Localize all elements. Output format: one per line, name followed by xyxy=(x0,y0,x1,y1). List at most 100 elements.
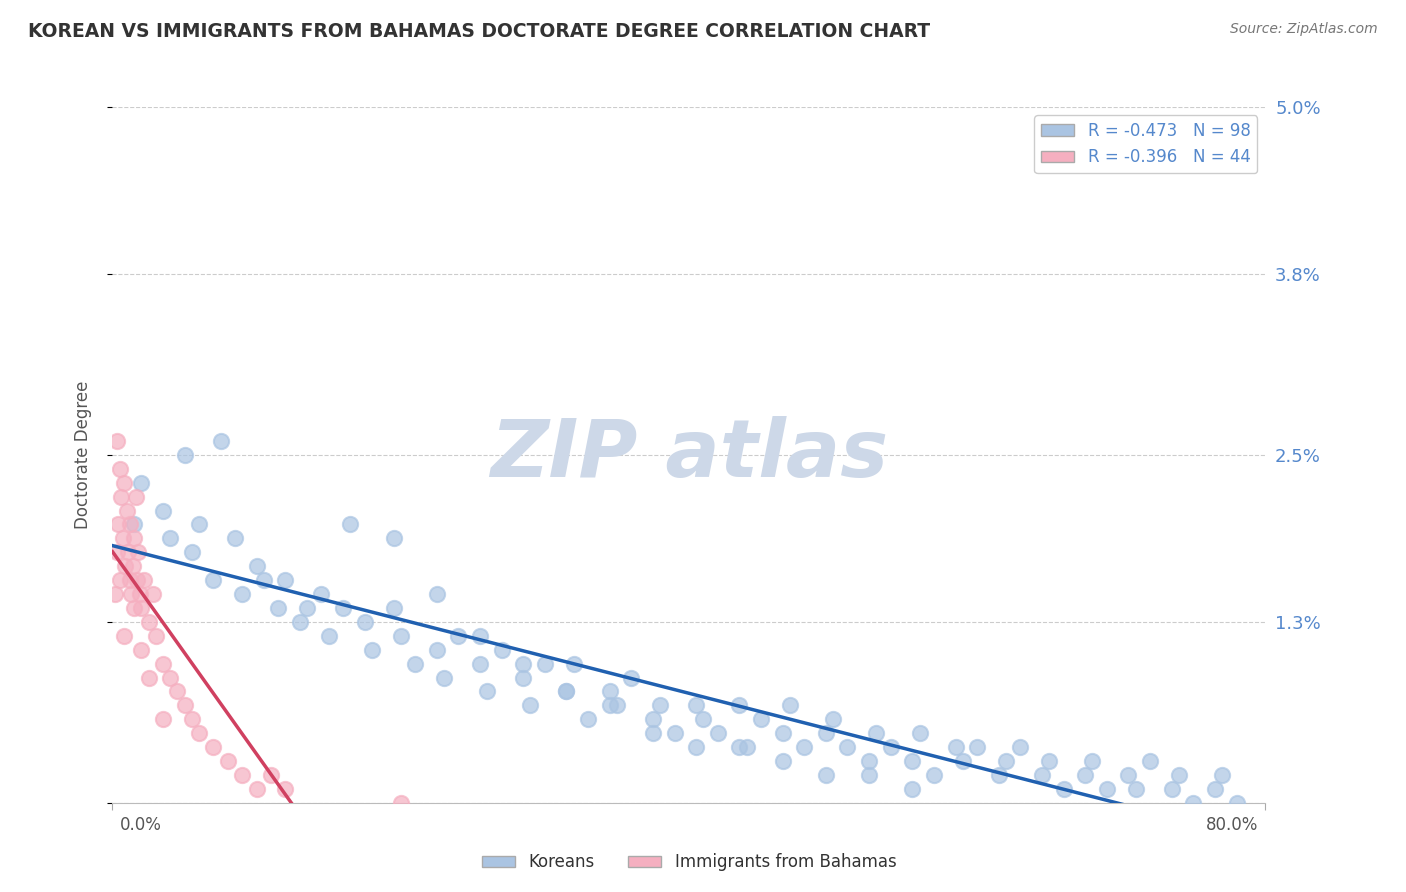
Point xyxy=(128,587,150,601)
Point xyxy=(122,601,145,615)
Point xyxy=(127,545,149,559)
Point xyxy=(138,615,160,629)
Point xyxy=(231,768,253,782)
Point xyxy=(793,740,815,755)
Point xyxy=(122,517,145,532)
Point xyxy=(821,712,844,726)
Point xyxy=(576,712,599,726)
Point xyxy=(202,573,225,587)
Point xyxy=(118,517,141,532)
Point xyxy=(555,684,578,698)
Point xyxy=(188,726,211,740)
Point xyxy=(908,726,931,740)
Point xyxy=(901,781,924,796)
Point xyxy=(108,462,131,476)
Point xyxy=(389,629,412,643)
Point xyxy=(447,629,470,643)
Y-axis label: Doctorate Degree: Doctorate Degree xyxy=(73,381,91,529)
Point xyxy=(107,517,129,532)
Point xyxy=(426,642,449,657)
Legend: Koreans, Immigrants from Bahamas: Koreans, Immigrants from Bahamas xyxy=(475,847,903,878)
Point xyxy=(152,503,174,517)
Point xyxy=(966,740,988,755)
Point xyxy=(180,712,202,726)
Point xyxy=(562,657,585,671)
Point xyxy=(426,587,449,601)
Point xyxy=(124,490,146,504)
Point xyxy=(901,754,924,768)
Point xyxy=(274,573,297,587)
Point xyxy=(112,629,135,643)
Point xyxy=(664,726,686,740)
Point xyxy=(152,712,174,726)
Point xyxy=(865,726,887,740)
Point xyxy=(188,517,211,532)
Point xyxy=(138,671,160,685)
Text: 80.0%: 80.0% xyxy=(1206,816,1258,834)
Point xyxy=(318,629,340,643)
Point xyxy=(735,740,758,755)
Point xyxy=(159,532,181,546)
Point xyxy=(837,740,859,755)
Text: KOREAN VS IMMIGRANTS FROM BAHAMAS DOCTORATE DEGREE CORRELATION CHART: KOREAN VS IMMIGRANTS FROM BAHAMAS DOCTOR… xyxy=(28,22,931,41)
Point xyxy=(311,587,333,601)
Point xyxy=(1095,781,1118,796)
Point xyxy=(353,615,375,629)
Point xyxy=(952,754,974,768)
Point xyxy=(129,475,153,490)
Point xyxy=(599,684,621,698)
Point xyxy=(772,726,794,740)
Point xyxy=(1226,796,1249,810)
Point xyxy=(491,642,513,657)
Point xyxy=(641,726,664,740)
Point xyxy=(145,629,167,643)
Point xyxy=(1211,768,1233,782)
Point xyxy=(134,573,156,587)
Point xyxy=(121,559,143,574)
Point xyxy=(606,698,628,713)
Point xyxy=(104,587,127,601)
Point xyxy=(814,726,837,740)
Point xyxy=(685,698,707,713)
Point xyxy=(122,532,145,546)
Point xyxy=(648,698,672,713)
Point xyxy=(880,740,903,755)
Point xyxy=(858,754,880,768)
Point xyxy=(641,712,664,726)
Point xyxy=(1125,781,1147,796)
Point xyxy=(288,615,311,629)
Point xyxy=(115,503,138,517)
Point xyxy=(105,545,128,559)
Point xyxy=(173,698,195,713)
Point xyxy=(142,587,165,601)
Point xyxy=(922,768,945,782)
Point xyxy=(224,532,246,546)
Point xyxy=(475,684,498,698)
Text: 0.0%: 0.0% xyxy=(120,816,162,834)
Point xyxy=(728,740,751,755)
Point xyxy=(468,629,491,643)
Point xyxy=(129,601,153,615)
Point xyxy=(389,796,412,810)
Point xyxy=(1010,740,1032,755)
Text: Source: ZipAtlas.com: Source: ZipAtlas.com xyxy=(1230,22,1378,37)
Point xyxy=(166,684,188,698)
Point xyxy=(685,740,707,755)
Point xyxy=(599,698,621,713)
Point xyxy=(995,754,1018,768)
Point xyxy=(110,490,132,504)
Point xyxy=(1160,781,1182,796)
Point xyxy=(468,657,491,671)
Point xyxy=(125,573,148,587)
Point xyxy=(274,781,297,796)
Point xyxy=(858,768,880,782)
Point xyxy=(173,448,195,462)
Point xyxy=(1139,754,1161,768)
Point xyxy=(1118,768,1140,782)
Point xyxy=(202,740,225,755)
Point xyxy=(267,601,290,615)
Point xyxy=(749,712,772,726)
Point xyxy=(1204,781,1226,796)
Point xyxy=(105,434,128,448)
Point xyxy=(519,698,541,713)
